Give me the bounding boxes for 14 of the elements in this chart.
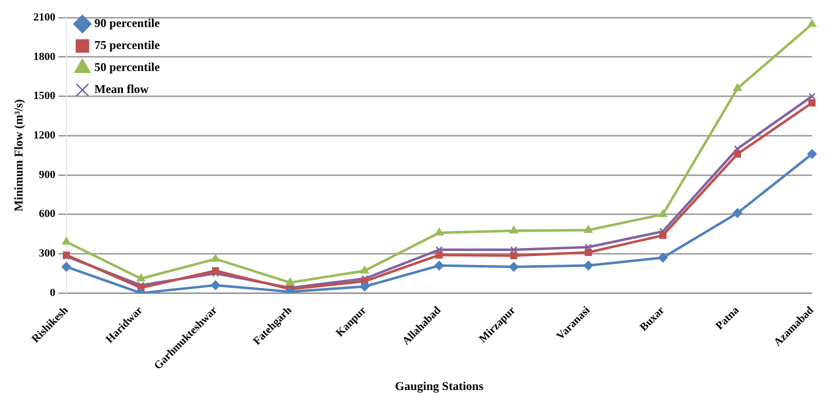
y-tick-label: 0: [50, 286, 56, 299]
legend-label: 50 percentile: [94, 60, 160, 74]
legend-label: 90 percentile: [94, 16, 160, 30]
x-axis-title: Gauging Stations: [395, 378, 484, 393]
y-axis-title: Minimum Flow (m³/s): [11, 99, 26, 212]
y-tick-label: 1800: [33, 50, 56, 63]
y-tick-label: 1500: [33, 90, 56, 102]
legend-label: 75 percentile: [94, 38, 160, 52]
y-tick-label: 900: [38, 168, 56, 181]
y-tick-label: 600: [38, 208, 56, 220]
y-tick-label: 1200: [33, 130, 56, 142]
y-tick-label: 2100: [33, 11, 56, 24]
legend-label: Mean flow: [94, 82, 150, 96]
y-tick-label: 300: [38, 248, 56, 260]
